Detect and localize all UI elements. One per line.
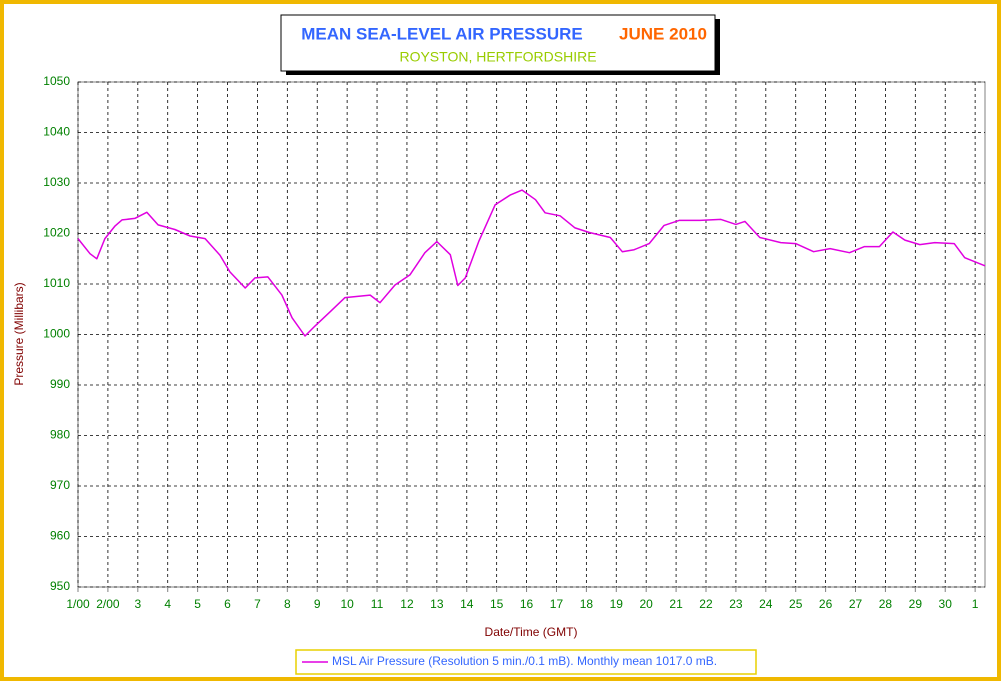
x-tick-label: 20 xyxy=(640,597,654,611)
y-tick-label: 1030 xyxy=(43,175,70,189)
x-tick-label: 12 xyxy=(400,597,414,611)
x-tick-label: 14 xyxy=(460,597,474,611)
chart-title-period: JUNE 2010 xyxy=(619,24,707,43)
x-tick-label: 19 xyxy=(610,597,624,611)
x-tick-label: 3 xyxy=(134,597,141,611)
title-box xyxy=(280,14,716,72)
x-tick-label: 30 xyxy=(939,597,953,611)
y-axis-label: Pressure (Millibars) xyxy=(12,282,26,385)
x-tick-label: 17 xyxy=(550,597,564,611)
chart-subtitle: ROYSTON, HERTFORDSHIRE xyxy=(399,49,596,65)
legend-label: MSL Air Pressure (Resolution 5 min./0.1 … xyxy=(332,654,717,668)
x-tick-label: 13 xyxy=(430,597,444,611)
x-tick-label: 7 xyxy=(254,597,261,611)
x-tick-label: 9 xyxy=(314,597,321,611)
x-tick-label: 11 xyxy=(371,597,384,611)
y-tick-label: 1050 xyxy=(43,74,70,88)
x-tick-label: 18 xyxy=(580,597,594,611)
y-tick-label: 1040 xyxy=(43,125,70,139)
x-tick-label: 25 xyxy=(789,597,803,611)
x-tick-label: 22 xyxy=(699,597,713,611)
y-tick-label: 970 xyxy=(50,478,70,492)
x-tick-label: 5 xyxy=(194,597,201,611)
x-tick-label: 15 xyxy=(490,597,504,611)
y-tick-label: 1010 xyxy=(43,276,70,290)
x-tick-label: 2/00 xyxy=(96,597,120,611)
x-tick-label: 21 xyxy=(669,597,683,611)
y-tick-label: 980 xyxy=(50,428,70,442)
x-axis-label: Date/Time (GMT) xyxy=(485,625,578,639)
x-tick-label: 8 xyxy=(284,597,291,611)
y-tick-label: 990 xyxy=(50,377,70,391)
pressure-line xyxy=(77,189,986,337)
x-tick-label: 26 xyxy=(819,597,833,611)
x-tick-label: 23 xyxy=(729,597,743,611)
x-tick-label: 4 xyxy=(164,597,171,611)
y-tick-label: 1020 xyxy=(43,226,70,240)
y-tick-label: 950 xyxy=(50,579,70,593)
y-tick-label: 1000 xyxy=(43,327,70,341)
x-tick-label: 24 xyxy=(759,597,773,611)
x-tick-label: 16 xyxy=(520,597,534,611)
x-tick-label: 28 xyxy=(879,597,893,611)
x-tick-label: 10 xyxy=(340,597,354,611)
y-tick-label: 960 xyxy=(50,529,70,543)
x-tick-label: 1 xyxy=(972,597,979,611)
chart-title: MEAN SEA-LEVEL AIR PRESSURE xyxy=(301,24,583,43)
x-tick-label: 6 xyxy=(224,597,231,611)
legend xyxy=(295,649,757,675)
x-tick-label: 29 xyxy=(909,597,923,611)
x-tick-label: 27 xyxy=(849,597,863,611)
x-tick-label: 1/00 xyxy=(66,597,90,611)
